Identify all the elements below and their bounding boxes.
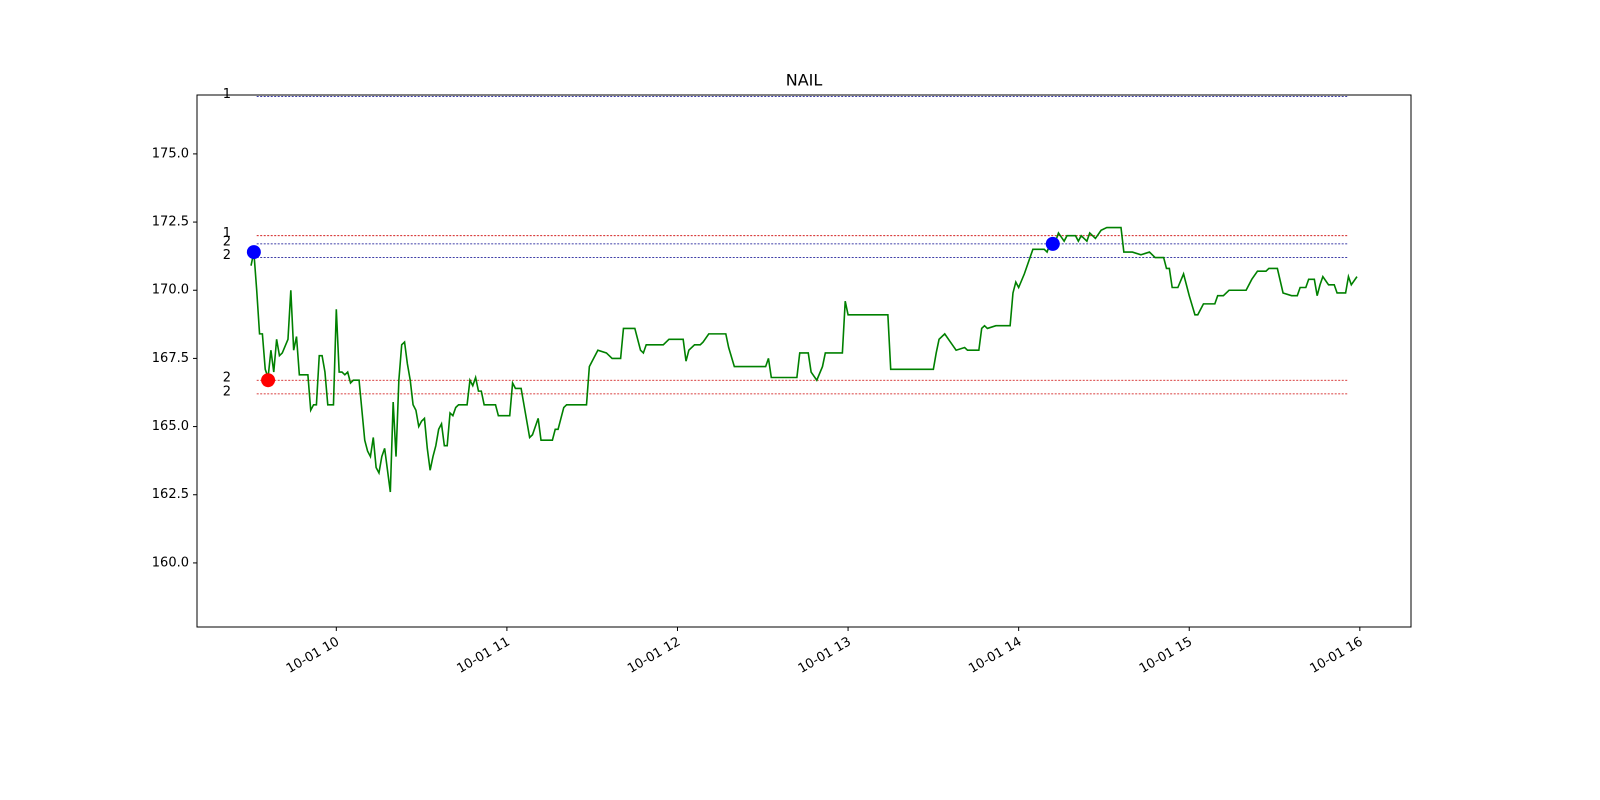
x-tick-label: 10-01 13 bbox=[796, 635, 854, 677]
price-line bbox=[250, 226, 1358, 493]
x-tick-label: 10-01 11 bbox=[455, 635, 513, 677]
y-tick-label: 167.5 bbox=[152, 351, 189, 366]
level-label: 1 bbox=[223, 87, 231, 102]
x-tick-label: 10-01 15 bbox=[1137, 635, 1195, 677]
y-tick-label: 175.0 bbox=[152, 146, 189, 161]
plot-frame bbox=[196, 94, 1412, 628]
signal-marker bbox=[1045, 236, 1060, 251]
y-tick-label: 165.0 bbox=[152, 419, 189, 434]
x-tick-label: 10-01 10 bbox=[284, 635, 342, 677]
signal-marker bbox=[261, 373, 276, 388]
x-tick-label: 10-01 16 bbox=[1307, 635, 1365, 677]
level-label: 2 bbox=[223, 248, 231, 263]
y-tick-label: 162.5 bbox=[152, 487, 189, 502]
level-label: 1 bbox=[223, 226, 231, 241]
x-tick-label: 10-01 12 bbox=[625, 635, 683, 677]
level-label: 2 bbox=[223, 371, 231, 386]
chart-title: NAIL bbox=[786, 71, 823, 90]
y-tick-label: 172.5 bbox=[152, 215, 189, 230]
signal-marker bbox=[246, 245, 261, 260]
y-tick-label: 170.0 bbox=[152, 283, 189, 298]
y-tick-label: 160.0 bbox=[152, 555, 189, 570]
x-tick-label: 10-01 14 bbox=[966, 635, 1024, 677]
level-label: 2 bbox=[223, 384, 231, 399]
level-label: 2 bbox=[223, 234, 231, 249]
